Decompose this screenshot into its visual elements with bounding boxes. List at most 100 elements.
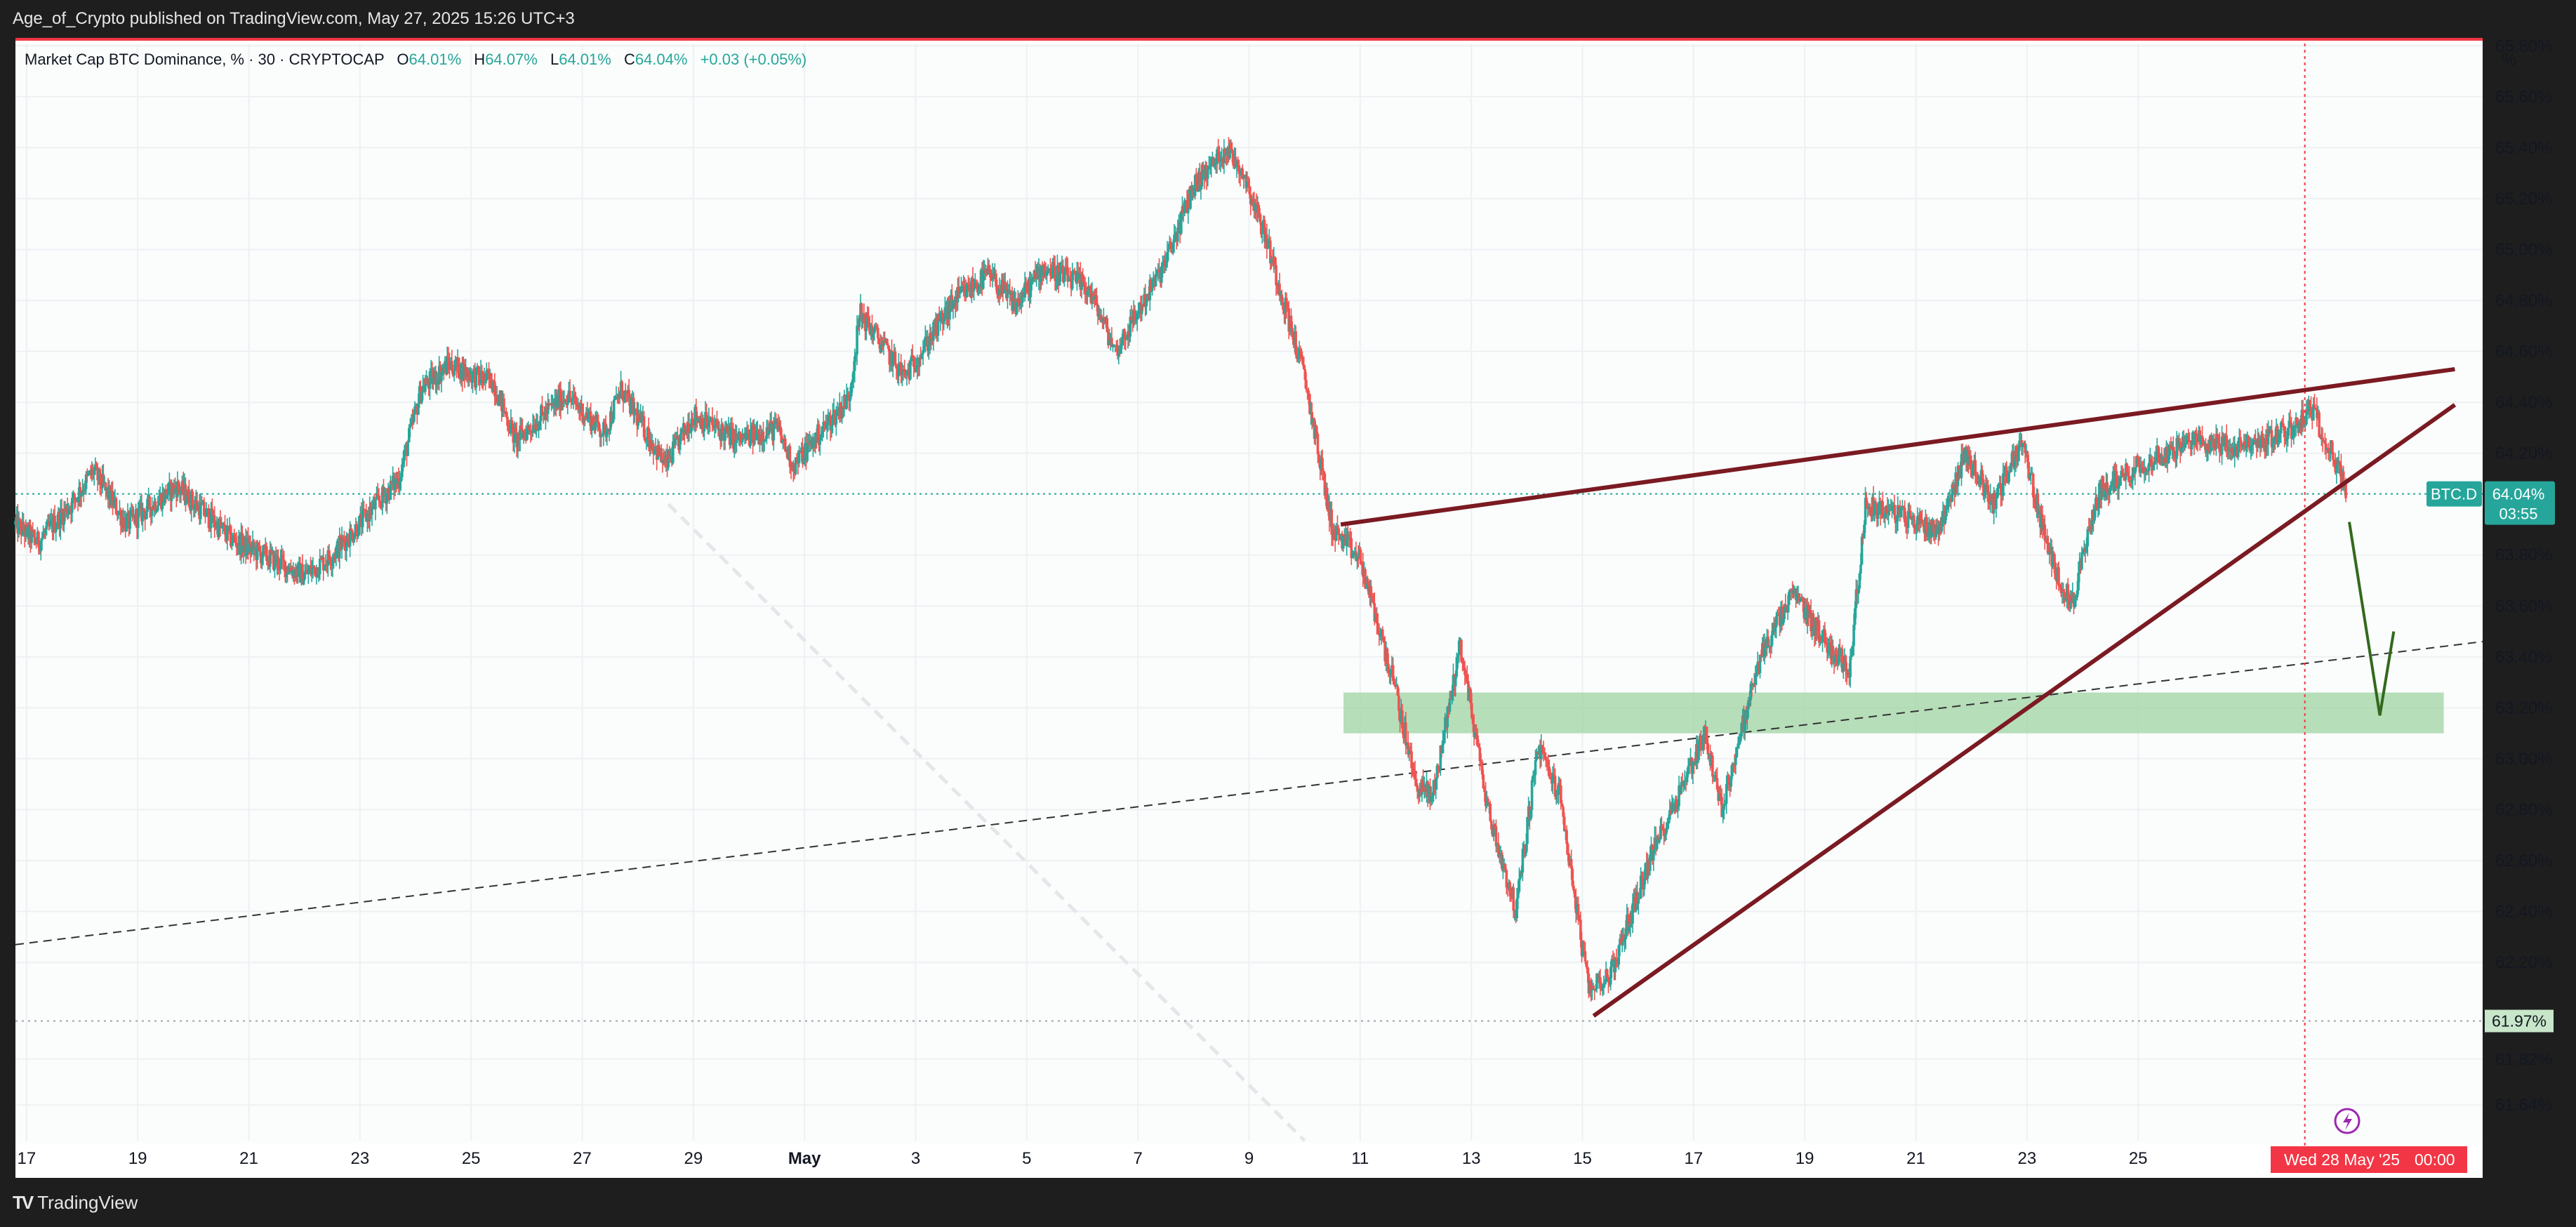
candle-body — [1480, 762, 1484, 775]
price-tick-label: 63.60% — [2495, 597, 2552, 616]
candle-body — [879, 345, 883, 353]
candle-body — [1336, 526, 1339, 529]
candle-body — [54, 527, 58, 533]
candle-body — [2166, 446, 2169, 463]
candle-body — [1969, 455, 1972, 467]
candle-body — [1852, 625, 1855, 646]
candle-body — [689, 431, 692, 433]
candle-body — [1058, 272, 1061, 286]
candle-body — [1983, 491, 1986, 496]
candle-body — [842, 406, 845, 409]
candle-body — [506, 416, 509, 426]
candle-body — [1323, 473, 1327, 496]
wedge-upper-line[interactable] — [1340, 366, 2455, 527]
candle-body — [1335, 526, 1338, 541]
candle-body — [1322, 471, 1325, 474]
candle-body — [662, 459, 665, 463]
candle-body — [1134, 319, 1138, 321]
support-zone[interactable] — [1343, 692, 2444, 734]
wedge-lower-line[interactable] — [1592, 403, 2457, 1018]
candle-body — [1095, 295, 1098, 305]
candle-body — [406, 442, 409, 456]
candle-body — [2036, 493, 2040, 515]
candle-body — [1241, 168, 1244, 178]
candle-body — [1753, 683, 1756, 685]
lightning-icon[interactable] — [2334, 1108, 2361, 1134]
candle-body — [2109, 486, 2113, 489]
candle-body — [1043, 265, 1047, 272]
candle-body — [2066, 584, 2070, 601]
candle-body — [1525, 844, 1528, 854]
candle-body — [1508, 882, 1512, 896]
candle-body — [1448, 698, 1452, 712]
candle-body — [241, 533, 244, 552]
price-tick-label: 61.64% — [2495, 1096, 2552, 1115]
candle-body — [486, 370, 489, 373]
candle-body — [2289, 420, 2292, 423]
candle-body — [2102, 483, 2106, 498]
candle-body — [897, 363, 901, 377]
candle-body — [1230, 149, 1234, 154]
candle-body — [596, 414, 599, 423]
candle-body — [2028, 475, 2031, 479]
candle-body — [1315, 426, 1318, 435]
candle-body — [821, 430, 824, 435]
candle-body — [2047, 543, 2050, 555]
candle-body — [232, 535, 236, 538]
candle-body — [1450, 690, 1454, 700]
candle-body — [2005, 466, 2008, 475]
candle-body — [1391, 665, 1395, 682]
tradingview-logo[interactable]: TV TradingView — [13, 1190, 138, 1215]
dashed-trendline[interactable] — [15, 641, 2483, 946]
candle-body — [781, 435, 783, 443]
lightning-icon-bolt — [2343, 1113, 2352, 1130]
candle-body — [2276, 426, 2279, 445]
candle-body — [817, 424, 821, 445]
candle-body — [84, 474, 88, 489]
price-tick-label: 63.80% — [2495, 546, 2552, 565]
candle-body — [683, 423, 686, 435]
candle-body — [219, 519, 222, 527]
candle-body — [764, 439, 767, 442]
candle-body — [2318, 412, 2321, 437]
candle-body — [1732, 764, 1735, 766]
candle-body — [265, 546, 268, 562]
candle-body — [510, 420, 512, 434]
candle-body — [967, 284, 970, 285]
candle-body — [1985, 484, 1989, 486]
price-tick-label: 63.20% — [2495, 698, 2552, 717]
candle-body — [41, 538, 44, 540]
candle-body — [1280, 294, 1284, 303]
symbol-badge — [2426, 481, 2482, 507]
candle-body — [635, 409, 637, 411]
candle-body — [738, 431, 742, 439]
candle-body — [1529, 809, 1532, 820]
candle-body — [117, 511, 120, 516]
candle-body — [1694, 762, 1697, 764]
candle-body — [2134, 467, 2137, 474]
candle-body — [102, 474, 105, 484]
candle-body — [2328, 451, 2331, 453]
candle-body — [1341, 536, 1345, 549]
candle-body — [1986, 484, 1990, 503]
candle-body — [845, 394, 849, 409]
candle-body — [1145, 300, 1148, 307]
candle-body — [2173, 451, 2176, 456]
candle-body — [948, 300, 951, 320]
candle-body — [1635, 891, 1639, 904]
candle-body — [2069, 595, 2072, 609]
drawings-front — [1340, 366, 2457, 1134]
candle-body — [1091, 293, 1095, 297]
candle-body — [471, 371, 474, 383]
candle-body — [1393, 681, 1396, 685]
candle-body — [424, 385, 427, 392]
projection-path[interactable] — [2348, 522, 2396, 716]
legend-low-label: L — [550, 51, 559, 68]
candle-body — [2262, 438, 2265, 449]
candle-body — [2195, 433, 2198, 442]
candle-body — [1487, 798, 1489, 804]
candle-body — [526, 427, 529, 440]
candle-body — [1176, 227, 1179, 242]
candle-body — [79, 487, 82, 497]
